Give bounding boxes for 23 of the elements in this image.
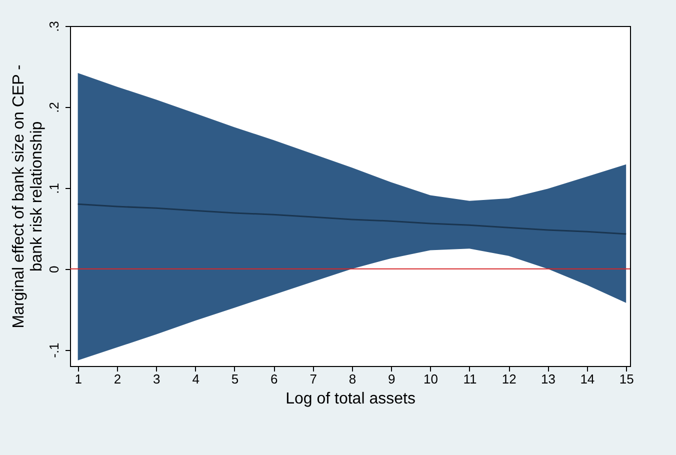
- y-tick-label: .3: [46, 21, 62, 32]
- x-tick-label: 11: [463, 372, 477, 386]
- x-tick-label: 10: [424, 372, 438, 386]
- x-tick-label: 14: [580, 372, 595, 386]
- x-tick-label: 2: [114, 372, 122, 386]
- x-axis-title: Log of total assets: [286, 390, 416, 408]
- x-tick-label: 9: [388, 372, 396, 386]
- y-tick-label: -.1: [46, 342, 62, 358]
- y-tick-label: .1: [46, 182, 62, 194]
- x-tick-label: 6: [270, 372, 278, 386]
- x-tick-label: 7: [310, 372, 317, 386]
- y-axis-title: Marginal effect of bank size on CEP - bank risk relationship: [10, 64, 46, 328]
- x-tick-label: 8: [348, 372, 356, 386]
- x-tick-label: 15: [619, 372, 634, 386]
- y-tick-label: 0: [46, 266, 62, 273]
- x-tick-label: 13: [541, 372, 556, 386]
- line-series: [77, 203, 627, 235]
- y-tick-label: .2: [46, 102, 62, 113]
- x-tick-label: 5: [231, 372, 239, 386]
- x-tick-label: 3: [153, 372, 160, 386]
- x-tick-label: 12: [502, 372, 516, 386]
- x-tick-label: 1: [74, 372, 82, 386]
- x-tick-label: 4: [192, 372, 200, 386]
